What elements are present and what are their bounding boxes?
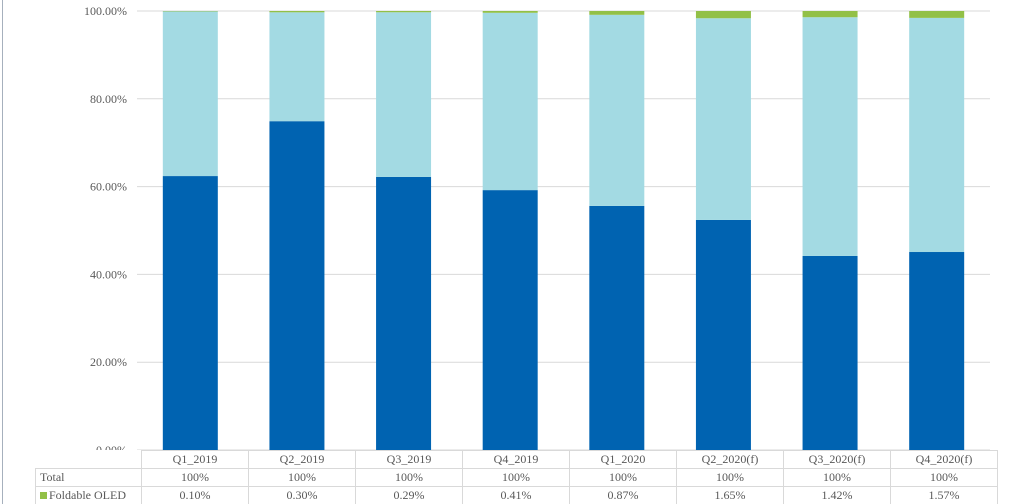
empty-cell — [35, 450, 142, 469]
bar-segment-series-1 — [909, 252, 965, 450]
bar-segment-series-1 — [695, 219, 751, 450]
table-cell: 100% — [462, 468, 570, 487]
bar-segment-series-1 — [589, 205, 645, 450]
table-cell: 1.57% — [890, 486, 998, 504]
table-cell: 1.42% — [783, 486, 891, 504]
total-row: Total 100% 100% 100% 100% 100% 100% 100% 100% — [35, 468, 998, 487]
row-label: Total — [35, 468, 142, 487]
row-label-legend: Foldable OLED — [35, 486, 142, 504]
table-cell: 100% — [141, 468, 249, 487]
y-tick-label: 80.00% — [90, 92, 127, 106]
table-cell: 100% — [355, 468, 463, 487]
category-label: Q1_2020 — [569, 450, 677, 469]
category-label: Q3_2020(f) — [783, 450, 891, 469]
y-tick-label: 20.00% — [90, 355, 127, 369]
table-cell: 0.10% — [141, 486, 249, 504]
bar-segment-series-2 — [589, 14, 645, 206]
table-cell: 100% — [569, 468, 677, 487]
table-cell: 100% — [248, 468, 356, 487]
table-cell: 100% — [783, 468, 891, 487]
bar-segment-series-2 — [909, 17, 965, 253]
category-row: Q1_2019 Q2_2019 Q3_2019 Q4_2019 Q1_2020 Q2_20… — [35, 450, 998, 469]
category-label: Q4_2020(f) — [890, 450, 998, 469]
bar-segment-foldable-oled — [909, 11, 965, 18]
bar-segment-foldable-oled — [695, 11, 751, 19]
bar-segment-foldable-oled — [269, 11, 325, 13]
y-tick-label: 60.00% — [90, 180, 127, 194]
bar-segment-series-1 — [269, 121, 325, 450]
data-table: Q1_2019 Q2_2019 Q3_2019 Q4_2019 Q1_2020 Q2_20… — [35, 450, 998, 504]
bar-segment-foldable-oled — [589, 11, 645, 15]
frame-border — [2, 0, 3, 504]
bar-segment-series-1 — [376, 176, 432, 450]
table-cell: 100% — [676, 468, 784, 487]
category-label: Q4_2019 — [462, 450, 570, 469]
legend-swatch — [40, 492, 47, 499]
bar-segment-foldable-oled — [802, 11, 858, 18]
stacked-bar-chart: 0.00% 20.00% 40.00% 60.00% 80.00% 100.00% — [84, 4, 990, 450]
bar-segment-series-2 — [376, 12, 432, 177]
y-tick-label: 0.00% — [96, 443, 127, 450]
category-label: Q3_2019 — [355, 450, 463, 469]
table-cell: 0.29% — [355, 486, 463, 504]
y-tick-label: 100.00% — [84, 4, 127, 18]
table-cell: 0.87% — [569, 486, 677, 504]
bar-segment-series-2 — [162, 11, 218, 177]
bar-segment-series-2 — [695, 18, 751, 220]
category-label: Q2_2019 — [248, 450, 356, 469]
table-cell: 1.65% — [676, 486, 784, 504]
bar-segment-series-2 — [482, 12, 538, 191]
bar-segment-foldable-oled — [482, 11, 538, 13]
bar-segment-series-2 — [802, 17, 858, 256]
foldable-row: Foldable OLED 0.10% 0.30% 0.29% 0.41% 0.87% 1.… — [35, 486, 998, 504]
table-cell: 0.30% — [248, 486, 356, 504]
bar-segment-series-1 — [482, 190, 538, 450]
category-label: Q1_2019 — [141, 450, 249, 469]
bar-segment-series-1 — [162, 176, 218, 450]
legend-label: Foldable OLED — [49, 488, 126, 502]
table-cell: 0.41% — [462, 486, 570, 504]
bar-segment-series-1 — [802, 255, 858, 450]
category-label: Q2_2020(f) — [676, 450, 784, 469]
bar-segment-series-2 — [269, 12, 325, 122]
bar-segment-foldable-oled — [376, 11, 432, 13]
table-cell: 100% — [890, 468, 998, 487]
y-tick-label: 40.00% — [90, 267, 127, 281]
